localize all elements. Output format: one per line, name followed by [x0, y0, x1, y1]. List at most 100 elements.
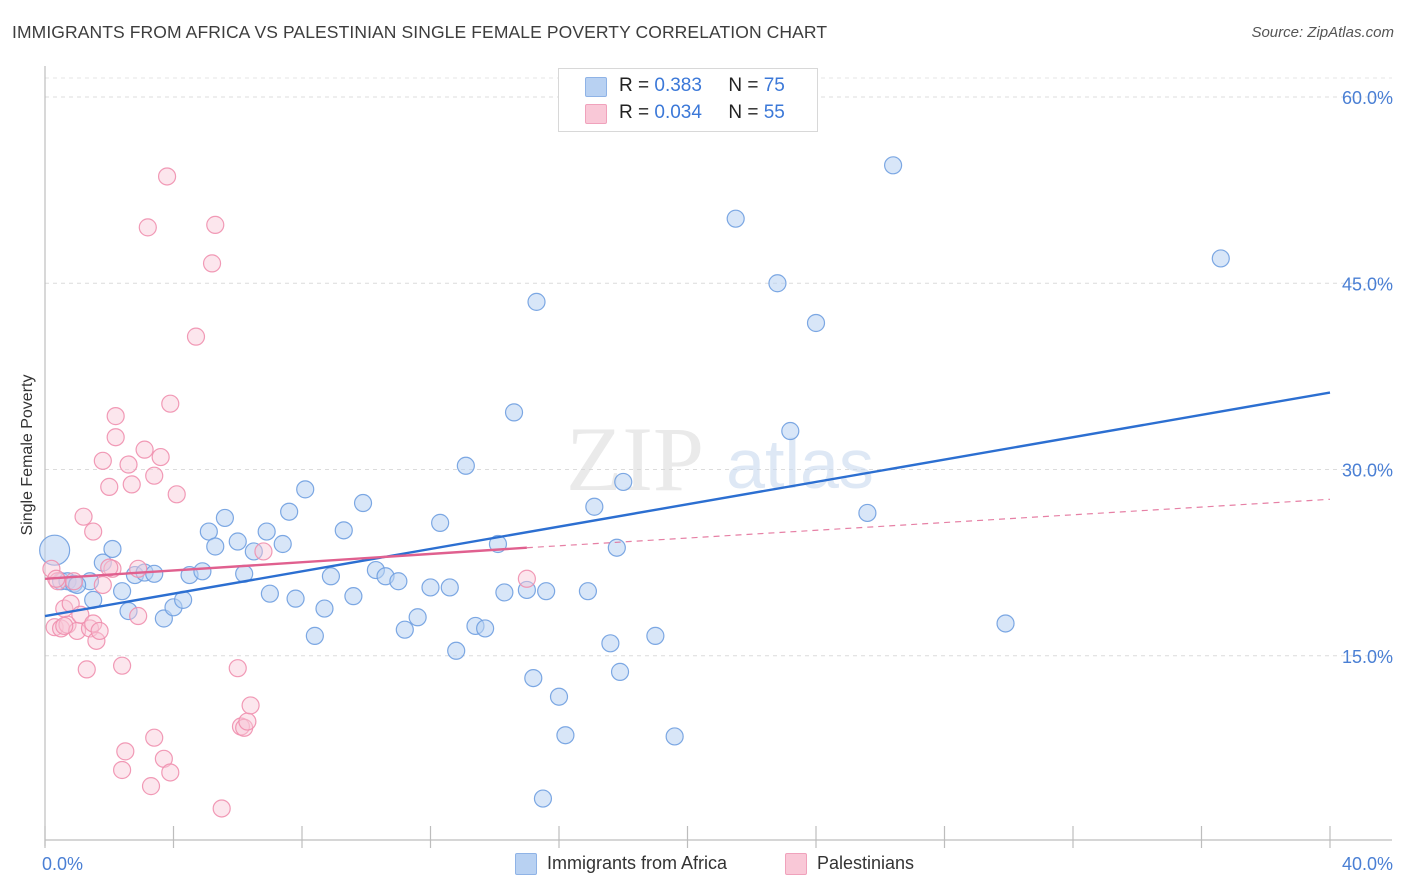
palestinian-point	[93, 575, 112, 595]
legend-n-value-palestinians: 55	[763, 102, 785, 123]
palestinian-point	[254, 542, 273, 561]
africa-point	[273, 534, 292, 554]
legend-n-label: N =	[728, 75, 759, 96]
palestinian-point	[186, 327, 206, 346]
africa-point	[1211, 249, 1230, 268]
palestinian-point	[129, 559, 148, 578]
palestinian-point	[167, 485, 186, 504]
africa-point	[395, 620, 414, 639]
palestinian-point	[238, 712, 257, 731]
africa-point	[112, 582, 132, 601]
palestinian-point	[141, 777, 161, 796]
africa-point	[321, 567, 341, 586]
africa-point	[431, 513, 450, 532]
palestinian-point	[93, 451, 112, 470]
palestinian-point	[228, 659, 247, 678]
palestinian-point	[151, 447, 170, 467]
africa-point	[447, 641, 466, 660]
axes	[44, 66, 1392, 848]
africa-point	[883, 156, 903, 175]
palestinian-point	[129, 606, 148, 626]
africa-point	[585, 497, 604, 516]
africa-point	[549, 687, 569, 706]
africa-point	[421, 578, 440, 597]
africa-point	[996, 614, 1015, 633]
bottom-legend-swatch-palestinians	[785, 853, 807, 875]
africa-point	[781, 421, 800, 441]
africa-point	[228, 532, 247, 551]
africa-point	[610, 662, 630, 681]
africa-point	[527, 292, 546, 311]
africa-point	[806, 313, 826, 333]
africa-point	[286, 589, 305, 608]
legend-r-value-africa: 0.383	[654, 75, 702, 96]
africa-point	[257, 522, 276, 541]
watermark-zip: ZIP	[566, 408, 704, 510]
palestinian-point	[77, 660, 96, 679]
palestinian-point	[157, 167, 177, 186]
palestinian-point	[202, 254, 222, 273]
africa-point	[537, 582, 556, 601]
africa-point	[524, 668, 543, 688]
source-note: Source: ZipAtlas.com	[1251, 24, 1394, 41]
legend-n-value-africa: 75	[763, 75, 785, 96]
africa-trend-line	[44, 391, 1331, 618]
africa-point	[726, 209, 745, 228]
palestinian-point	[100, 477, 119, 496]
legend-r-value-palestinians: 0.034	[654, 102, 702, 123]
trend-lines	[44, 391, 1331, 618]
palestinian-point	[161, 394, 180, 413]
palestinian-point	[116, 742, 135, 761]
x-tick-label-min: 0.0%	[42, 854, 83, 874]
palestinian-point	[161, 763, 180, 782]
africa-point	[280, 502, 299, 521]
palestinian-point	[84, 614, 103, 633]
bottom-legend-label-palestinians: Palestinians	[817, 853, 915, 873]
africa-point	[440, 578, 459, 597]
africa-point	[495, 583, 514, 602]
palestinian-point	[138, 218, 157, 237]
africa-point	[315, 599, 334, 618]
chart-title: IMMIGRANTS FROM AFRICA VS PALESTINIAN SI…	[12, 22, 828, 42]
legend-n-label: N =	[728, 102, 759, 123]
palestinian-point	[241, 696, 260, 715]
palestinian-point	[87, 631, 106, 650]
legend-swatch-africa	[585, 77, 607, 97]
palestinian-point	[84, 522, 103, 541]
correlation-legend: R = 0.383 N = 75 R = 0.034 N = 55	[558, 68, 818, 132]
africa-point	[768, 274, 787, 293]
palestinian-point	[55, 616, 74, 636]
africa-point	[305, 626, 324, 645]
africa-point	[344, 587, 363, 606]
africa-point	[614, 472, 633, 492]
palestinian-point	[100, 558, 119, 577]
x-tick-label-max: 40.0%	[1342, 854, 1393, 874]
africa-point	[578, 582, 598, 601]
africa-point	[145, 564, 164, 583]
y-tick-label: 60.0%	[1342, 88, 1393, 108]
palestinian-point	[135, 440, 154, 459]
bottom-legend-swatch-africa	[515, 853, 537, 875]
palestinian-point	[119, 455, 138, 474]
palestinian-point	[74, 507, 93, 526]
africa-point	[260, 584, 279, 603]
africa-point	[607, 538, 626, 557]
legend-r-label: R =	[619, 75, 650, 96]
tick-labels: 15.0% 30.0% 45.0% 60.0% 0.0% 40.0%	[42, 88, 1393, 874]
palestinian-point	[112, 656, 132, 675]
africa-point	[456, 456, 475, 475]
africa-point	[408, 608, 427, 627]
palestinian-point	[112, 760, 132, 780]
palestinian-point	[212, 799, 231, 818]
africa-point	[389, 572, 408, 591]
africa-point	[533, 789, 553, 808]
africa-point	[193, 562, 212, 581]
palestinian-point	[64, 572, 84, 591]
palestinian-point	[517, 569, 536, 588]
africa-point	[334, 521, 353, 540]
africa-point	[646, 626, 665, 645]
africa-point	[296, 480, 315, 499]
africa-point	[39, 534, 71, 566]
legend-swatch-palestinians	[585, 104, 607, 124]
